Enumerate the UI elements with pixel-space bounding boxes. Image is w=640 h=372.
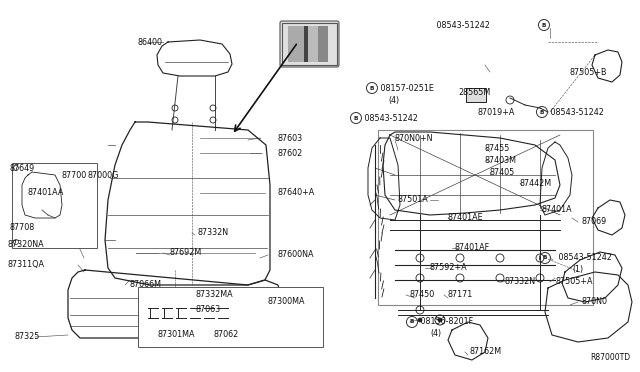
- Text: 87405: 87405: [490, 167, 515, 176]
- Text: 08543-51242: 08543-51242: [556, 253, 612, 263]
- Text: 87401A: 87401A: [542, 205, 573, 215]
- Text: 87332N: 87332N: [505, 278, 536, 286]
- Text: 870N0+N: 870N0+N: [395, 134, 433, 142]
- Text: 87311QA: 87311QA: [8, 260, 45, 269]
- Text: B: B: [410, 320, 414, 324]
- Text: B: B: [542, 23, 546, 28]
- Text: 87592+A: 87592+A: [430, 263, 468, 273]
- Bar: [138, 287, 323, 347]
- Text: 87603: 87603: [278, 134, 303, 142]
- Text: 87300MA: 87300MA: [268, 298, 305, 307]
- Text: 28565M: 28565M: [458, 87, 490, 96]
- Text: 87505+B: 87505+B: [570, 67, 607, 77]
- Text: 87063: 87063: [196, 305, 221, 314]
- Text: 87332MA: 87332MA: [196, 291, 234, 299]
- Text: 87600NA: 87600NA: [278, 250, 314, 260]
- Text: R87000TD: R87000TD: [590, 353, 630, 362]
- Text: 87069: 87069: [582, 218, 607, 227]
- Text: 87301MA: 87301MA: [158, 330, 195, 340]
- FancyBboxPatch shape: [280, 21, 339, 67]
- Text: 87649: 87649: [10, 164, 35, 173]
- Text: B: B: [354, 115, 358, 121]
- Bar: [282, 23, 337, 65]
- Bar: [12, 163, 97, 248]
- Text: 87403M: 87403M: [485, 155, 517, 164]
- Bar: [466, 88, 486, 102]
- Text: 08543-51242: 08543-51242: [362, 113, 418, 122]
- Text: 08543-51242: 08543-51242: [434, 20, 490, 29]
- Text: B: B: [543, 256, 547, 260]
- Text: 87401AE: 87401AE: [448, 214, 484, 222]
- Text: 87450: 87450: [410, 291, 435, 299]
- Text: 87066M: 87066M: [130, 280, 162, 289]
- Bar: [304, 26, 308, 62]
- Circle shape: [438, 318, 442, 322]
- Text: B: B: [540, 109, 544, 115]
- Text: 87171: 87171: [448, 291, 473, 299]
- Text: 87640+A: 87640+A: [278, 189, 316, 198]
- Text: 08156-8201F: 08156-8201F: [418, 317, 473, 327]
- Bar: [378, 130, 593, 305]
- Text: 87401AA: 87401AA: [28, 189, 65, 198]
- Text: 87325: 87325: [15, 333, 40, 341]
- Text: 08543-51242: 08543-51242: [548, 108, 604, 116]
- Bar: [318, 26, 328, 62]
- Text: 87455: 87455: [485, 144, 510, 153]
- Bar: [288, 26, 304, 62]
- Text: 87442M: 87442M: [520, 179, 552, 187]
- Text: (4): (4): [430, 330, 441, 339]
- Text: 87505+A: 87505+A: [556, 278, 593, 286]
- Text: B: B: [370, 86, 374, 90]
- Text: 87062: 87062: [214, 330, 239, 340]
- Bar: [308, 26, 318, 62]
- Circle shape: [418, 318, 422, 322]
- Text: (4): (4): [388, 96, 399, 105]
- Text: 87162M: 87162M: [470, 347, 502, 356]
- Text: 87708: 87708: [10, 224, 35, 232]
- Text: 86400: 86400: [138, 38, 163, 46]
- Text: 87000G: 87000G: [88, 170, 120, 180]
- Text: 87019+A: 87019+A: [478, 108, 515, 116]
- Text: (1): (1): [572, 266, 583, 275]
- Text: 87401AF: 87401AF: [455, 244, 490, 253]
- Text: 87332N: 87332N: [198, 228, 229, 237]
- Text: 87320NA: 87320NA: [8, 240, 45, 250]
- Text: 08157-0251E: 08157-0251E: [378, 83, 434, 93]
- Text: 87501A: 87501A: [398, 196, 429, 205]
- Text: 87700: 87700: [62, 170, 87, 180]
- Text: 870N0: 870N0: [582, 298, 608, 307]
- Text: 87602: 87602: [278, 148, 303, 157]
- Text: 87692M: 87692M: [170, 248, 202, 257]
